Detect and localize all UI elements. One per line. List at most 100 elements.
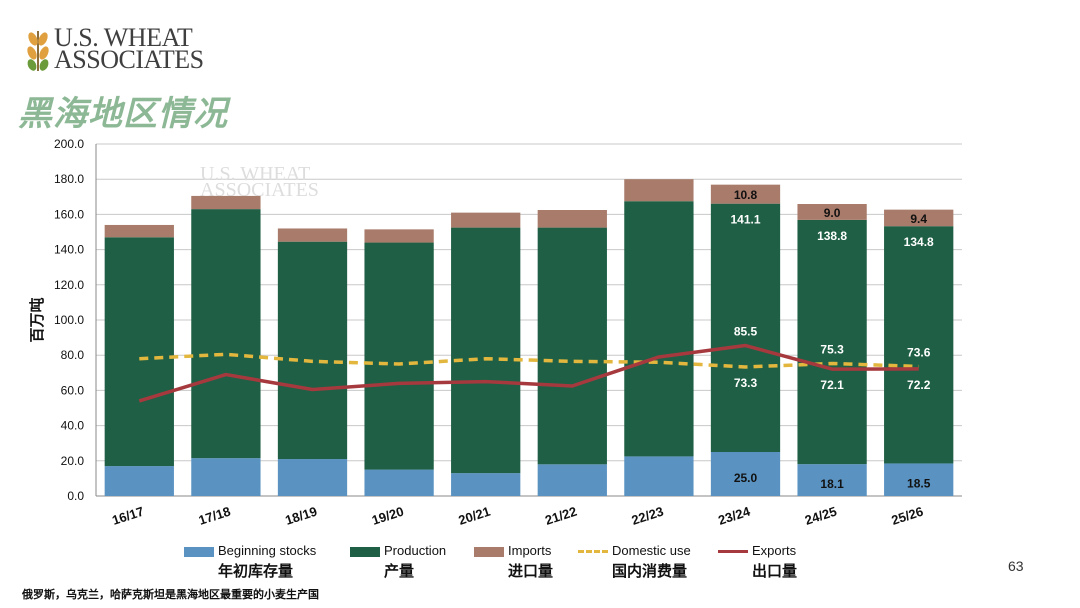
legend-swatch-domestic-use bbox=[578, 550, 608, 554]
wheat-logo-icon bbox=[27, 31, 49, 71]
data-label: 85.5 bbox=[734, 325, 758, 339]
y-tick-label: 40.0 bbox=[61, 419, 85, 433]
bar-beginning-stocks bbox=[797, 464, 867, 496]
data-label: 141.1 bbox=[730, 213, 760, 227]
legend-item-exports: Exports 出口量 bbox=[718, 543, 797, 581]
legend-item-production: Production 产量 bbox=[350, 543, 446, 581]
bar-imports bbox=[624, 179, 694, 202]
x-tick-label: 25/26 bbox=[890, 504, 926, 528]
data-label: 18.1 bbox=[820, 477, 844, 491]
legend-label-imports: Imports bbox=[508, 543, 552, 558]
usw-logo: U.S. WHEAT ASSOCIATES bbox=[24, 23, 224, 77]
bar-beginning-stocks bbox=[104, 466, 174, 496]
bar-beginning-stocks bbox=[451, 473, 521, 496]
bar-imports bbox=[537, 210, 607, 228]
page-number: 63 bbox=[1008, 558, 1024, 574]
bar-production bbox=[710, 203, 781, 452]
watermark-line1: U.S. WHEAT bbox=[200, 163, 310, 185]
legend-swatch-production bbox=[350, 546, 380, 557]
legend-label-zh-production: 产量 bbox=[384, 562, 415, 580]
y-tick-label: 200.0 bbox=[54, 137, 84, 151]
bar-beginning-stocks bbox=[364, 469, 434, 496]
y-axis-label: 百万吨 bbox=[28, 297, 46, 342]
logo-line2: ASSOCIATES bbox=[54, 45, 204, 74]
bar-beginning-stocks bbox=[710, 452, 781, 496]
legend-item-domestic-use: Domestic use 国内消费量 bbox=[578, 543, 691, 581]
x-tick-label: 22/23 bbox=[630, 504, 666, 528]
legend-item-imports: Imports 进口量 bbox=[474, 543, 553, 581]
data-label: 138.8 bbox=[817, 229, 847, 243]
y-tick-label: 60.0 bbox=[61, 383, 85, 397]
bar-imports bbox=[104, 224, 174, 238]
bar-beginning-stocks bbox=[884, 463, 954, 496]
bar-imports bbox=[797, 204, 867, 220]
y-tick-label: 80.0 bbox=[61, 348, 85, 362]
x-tick-label: 20/21 bbox=[457, 504, 493, 528]
bar-imports bbox=[710, 184, 781, 204]
data-label: 25.0 bbox=[734, 471, 758, 485]
bar-production bbox=[104, 237, 174, 467]
legend-label-zh-imports: 进口量 bbox=[508, 562, 554, 580]
x-tick-label: 16/17 bbox=[110, 504, 146, 528]
bar-production bbox=[364, 242, 434, 470]
x-tick-label: 23/24 bbox=[716, 503, 752, 528]
slide-title: 黑海地区情况 bbox=[18, 94, 228, 134]
bar-imports bbox=[191, 195, 261, 210]
bar-production bbox=[451, 227, 521, 474]
legend-label-zh-beginning-stocks: 年初库存量 bbox=[218, 562, 294, 580]
bar-beginning-stocks bbox=[537, 464, 607, 496]
logo-line1: U.S. WHEAT bbox=[54, 23, 193, 52]
bar-production bbox=[191, 209, 261, 459]
legend-swatch-beginning-stocks bbox=[184, 546, 214, 557]
y-tick-label: 0.0 bbox=[67, 489, 84, 503]
y-tick-label: 140.0 bbox=[54, 243, 84, 257]
legend-label-production: Production bbox=[384, 543, 447, 558]
y-tick-label: 120.0 bbox=[54, 278, 84, 292]
data-label: 18.5 bbox=[907, 477, 931, 491]
legend-label-beginning-stocks: Beginning stocks bbox=[218, 543, 317, 558]
bar-production bbox=[624, 201, 694, 457]
legend: Beginning stocks 年初库存量 Production 产量 Imp… bbox=[180, 543, 820, 583]
data-label: 73.6 bbox=[907, 345, 931, 359]
x-tick-label: 18/19 bbox=[283, 504, 319, 528]
legend-label-zh-domestic-use: 国内消费量 bbox=[612, 562, 688, 580]
footnote: 俄罗斯，乌克兰，哈萨克斯坦是黑海地区最重要的小麦生产国 bbox=[22, 588, 319, 601]
data-label: 75.3 bbox=[820, 342, 844, 356]
data-label: 72.2 bbox=[907, 378, 931, 392]
data-label: 10.8 bbox=[734, 188, 758, 202]
legend-label-zh-exports: 出口量 bbox=[752, 562, 798, 580]
bar-beginning-stocks bbox=[191, 458, 261, 496]
legend-label-exports: Exports bbox=[752, 543, 797, 558]
logo-wordmark: U.S. WHEAT ASSOCIATES bbox=[54, 23, 204, 74]
y-tick-label: 160.0 bbox=[54, 207, 84, 221]
bar-imports bbox=[364, 229, 434, 243]
legend-swatch-exports bbox=[718, 550, 748, 554]
x-tick-label: 21/22 bbox=[543, 504, 579, 528]
bar-production bbox=[884, 226, 954, 464]
x-tick-label: 19/20 bbox=[370, 504, 406, 528]
bar-imports bbox=[277, 228, 348, 242]
data-label: 72.1 bbox=[820, 378, 844, 392]
bar-imports bbox=[451, 212, 521, 228]
bar-production bbox=[797, 219, 867, 465]
y-tick-label: 100.0 bbox=[54, 313, 84, 327]
legend-swatch-imports bbox=[474, 546, 504, 557]
legend-item-beginning-stocks: Beginning stocks 年初库存量 bbox=[184, 543, 316, 581]
data-label: 9.0 bbox=[824, 206, 841, 220]
y-tick-label: 180.0 bbox=[54, 172, 84, 186]
y-tick-label: 20.0 bbox=[61, 454, 85, 468]
watermark-line2: ASSOCIATES bbox=[200, 179, 319, 201]
data-label: 9.4 bbox=[910, 212, 927, 226]
x-tick-label: 17/18 bbox=[197, 504, 233, 528]
x-tick-label: 24/25 bbox=[803, 504, 839, 528]
bar-production bbox=[277, 241, 348, 460]
bar-imports bbox=[884, 209, 954, 227]
legend-label-domestic-use: Domestic use bbox=[612, 543, 691, 558]
bar-beginning-stocks bbox=[277, 459, 348, 496]
data-label: 73.3 bbox=[734, 376, 758, 390]
bar-production bbox=[537, 227, 607, 465]
line-domestic-use bbox=[139, 352, 919, 369]
data-label: 134.8 bbox=[904, 235, 934, 249]
line-exports bbox=[138, 343, 919, 403]
